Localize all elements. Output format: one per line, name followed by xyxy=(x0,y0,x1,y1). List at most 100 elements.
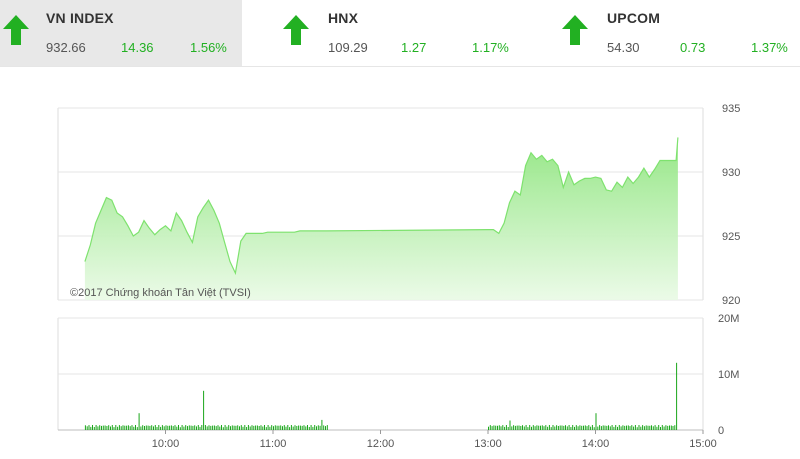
up-arrow-icon xyxy=(562,15,588,45)
volume-bar xyxy=(222,427,224,430)
index-change: 14.36 xyxy=(121,40,154,55)
volume-bar xyxy=(305,426,307,430)
price-area xyxy=(84,137,678,300)
volume-bar xyxy=(174,425,176,430)
volume-bars xyxy=(84,362,678,430)
volume-bar xyxy=(579,425,581,430)
volume-bar xyxy=(514,425,516,430)
volume-bar xyxy=(292,426,294,430)
volume-bar xyxy=(203,390,205,430)
price-y-tick-label: 925 xyxy=(722,231,740,243)
volume-bar xyxy=(523,426,525,430)
tile-vn-index[interactable]: VN INDEX 932.66 14.36 1.56% xyxy=(0,0,242,66)
volume-bar xyxy=(181,425,183,430)
volume-bar xyxy=(86,426,88,430)
volume-bar xyxy=(638,425,640,430)
volume-bar xyxy=(188,425,190,430)
volume-bar xyxy=(636,427,638,430)
index-tiles: VN INDEX 932.66 14.36 1.56% HNX 109.29 1… xyxy=(0,0,800,66)
volume-bar xyxy=(326,425,328,430)
volume-bar xyxy=(670,425,672,430)
volume-bar xyxy=(239,426,240,430)
volume-bar xyxy=(613,426,615,430)
volume-bar xyxy=(629,426,631,430)
volume-bar xyxy=(667,425,669,430)
volume-bar xyxy=(124,425,126,430)
volume-bar xyxy=(317,425,319,430)
volume-bar xyxy=(590,426,592,430)
tile-hnx[interactable]: HNX 109.29 1.27 1.17% xyxy=(282,0,522,66)
volume-bar xyxy=(540,425,541,430)
volume-bar xyxy=(170,425,172,430)
volume-bar xyxy=(513,425,515,430)
volume-bar xyxy=(615,425,617,430)
volume-bar xyxy=(656,426,658,430)
volume-bar xyxy=(165,425,167,430)
volume-bar xyxy=(584,425,586,430)
volume-bar xyxy=(149,425,151,430)
volume-bar xyxy=(84,425,86,430)
volume-y-tick-label: 0 xyxy=(718,425,724,437)
index-percent: 1.56% xyxy=(190,40,227,55)
volume-y-axis: 20M 10M 0 xyxy=(718,313,739,437)
volume-bar xyxy=(260,425,262,430)
volume-bar xyxy=(600,426,602,430)
tile-upcom[interactable]: UPCOM 54.30 0.73 1.37% xyxy=(561,0,800,66)
volume-bar xyxy=(674,425,676,430)
price-y-tick-label: 920 xyxy=(722,295,740,307)
volume-bar xyxy=(323,425,325,430)
volume-bar xyxy=(498,425,500,430)
volume-bar xyxy=(588,425,590,430)
volume-bar xyxy=(319,425,321,430)
volume-bar xyxy=(527,427,529,430)
volume-bar xyxy=(176,426,178,430)
volume-bar xyxy=(204,425,206,430)
volume-bar xyxy=(102,425,104,430)
volume-bar xyxy=(217,425,219,430)
volume-bar xyxy=(626,425,627,430)
volume-bar xyxy=(237,425,239,430)
volume-bar xyxy=(522,425,523,430)
volume-bar xyxy=(640,426,642,430)
volume-bar xyxy=(631,425,633,430)
x-tick-label: 13:00 xyxy=(474,438,502,450)
volume-bar xyxy=(244,425,246,430)
volume-bar xyxy=(577,426,579,430)
volume-bar xyxy=(491,426,493,430)
volume-bar xyxy=(609,426,611,430)
volume-bar xyxy=(647,425,649,430)
volume-bar xyxy=(572,425,574,430)
volume-bar xyxy=(163,426,165,430)
volume-bar xyxy=(651,425,652,430)
volume-bar xyxy=(153,426,154,430)
volume-bar xyxy=(226,426,228,430)
volume-bar xyxy=(529,425,531,430)
volume-bar xyxy=(190,425,192,430)
volume-bar xyxy=(618,425,620,430)
volume-bar xyxy=(183,426,185,430)
volume-bar xyxy=(649,425,651,430)
volume-bar xyxy=(488,426,489,430)
volume-bar xyxy=(256,425,258,430)
index-value: 109.29 xyxy=(328,40,368,55)
volume-bar xyxy=(554,426,556,430)
volume-bar xyxy=(505,425,507,430)
volume-bar xyxy=(583,425,584,430)
header-divider xyxy=(0,66,800,67)
x-tick-label: 12:00 xyxy=(367,438,395,450)
volume-bar xyxy=(264,425,265,430)
volume-bar xyxy=(185,425,187,430)
volume-bar xyxy=(269,426,271,430)
volume-bar xyxy=(167,425,169,430)
volume-bar xyxy=(604,425,606,430)
volume-grid xyxy=(57,317,704,431)
volume-bar xyxy=(274,425,276,430)
volume-bar xyxy=(495,425,497,430)
volume-bar xyxy=(206,426,208,430)
volume-bar xyxy=(511,426,513,430)
volume-y-tick-label: 10M xyxy=(718,369,739,381)
index-change: 1.27 xyxy=(401,40,427,55)
index-percent: 1.37% xyxy=(751,40,788,55)
volume-bar xyxy=(557,426,559,430)
